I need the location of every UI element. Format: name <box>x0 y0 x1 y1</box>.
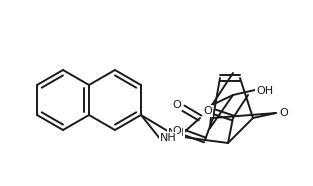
Text: OH: OH <box>256 86 273 96</box>
Text: O: O <box>204 106 213 116</box>
Text: O: O <box>173 100 181 110</box>
Text: O: O <box>280 108 288 118</box>
Text: NH: NH <box>160 133 176 143</box>
Text: NH: NH <box>168 128 184 138</box>
Text: O: O <box>173 126 181 136</box>
